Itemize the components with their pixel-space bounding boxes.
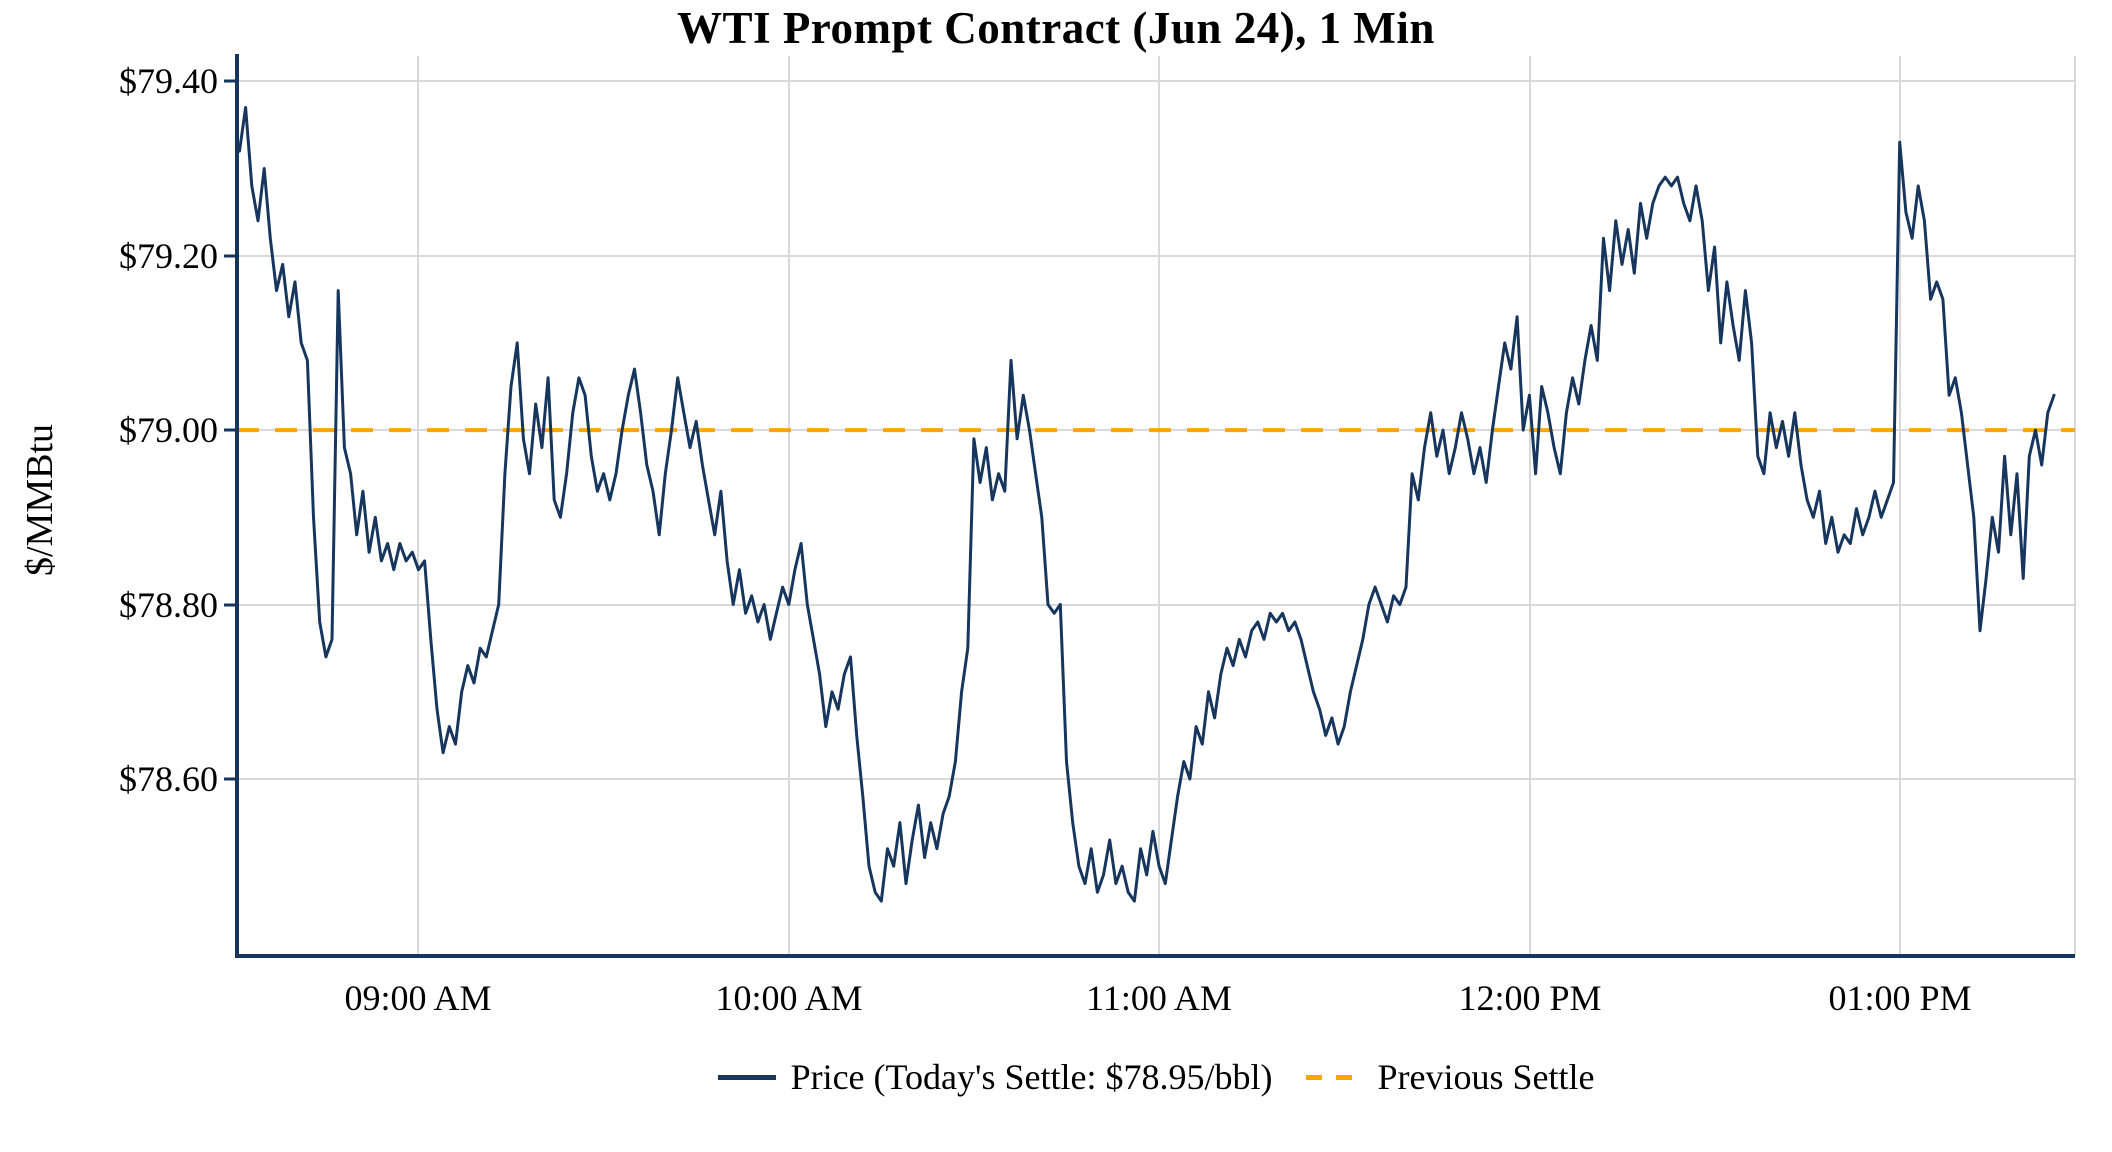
y-axis-ticks	[224, 79, 237, 781]
price-line-swatch	[717, 1074, 776, 1080]
x-tick-label: 11:00 AM	[1086, 978, 1232, 1018]
price-line	[238, 106, 2056, 903]
x-tick-label: 09:00 AM	[344, 978, 491, 1018]
axes	[235, 54, 2075, 958]
previous-settle-swatch	[1306, 1074, 1363, 1080]
x-tick-label: 01:00 PM	[1828, 978, 1971, 1018]
gridlines	[237, 56, 2076, 956]
y-tick-label: $79.40	[119, 61, 218, 101]
y-tick-label: $79.00	[119, 410, 218, 450]
y-tick-label: $78.80	[119, 585, 218, 625]
legend-entry-price: Price (Today's Settle: $78.95/bbl)	[717, 1056, 1273, 1098]
x-tick-label: 12:00 PM	[1458, 978, 1601, 1018]
y-tick-label: $79.20	[119, 236, 218, 276]
x-tick-label: 10:00 AM	[715, 978, 862, 1018]
legend-entry-previous-settle: Previous Settle	[1306, 1056, 1594, 1098]
chart-title: WTI Prompt Contract (Jun 24), 1 Min	[677, 3, 1435, 53]
y-tick-labels: $79.40 $79.20 $79.00 $78.80 $78.60	[119, 61, 218, 799]
legend-label-previous-settle: Previous Settle	[1377, 1057, 1595, 1097]
y-tick-label: $78.60	[119, 759, 218, 799]
legend: Price (Today's Settle: $78.95/bbl) Previ…	[237, 1056, 2075, 1098]
x-tick-labels: 09:00 AM 10:00 AM 11:00 AM 12:00 PM 01:0…	[344, 978, 1971, 1018]
legend-label-price: Price (Today's Settle: $78.95/bbl)	[790, 1057, 1273, 1097]
